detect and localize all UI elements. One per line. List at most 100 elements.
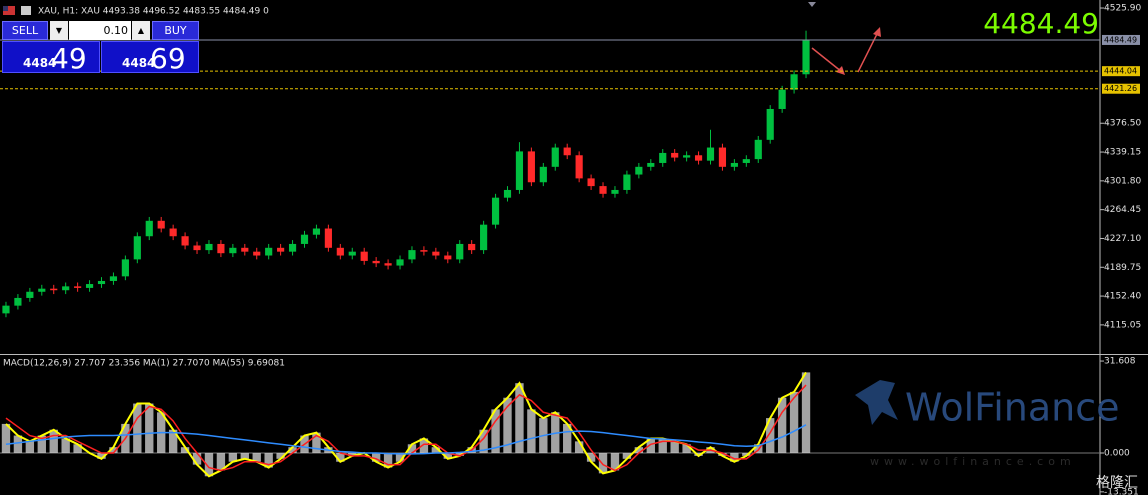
candle-body xyxy=(706,147,715,161)
bid-box[interactable]: 4484 49 xyxy=(2,41,100,75)
macd-bar xyxy=(168,429,178,453)
macd-bar xyxy=(443,453,452,459)
candle-body xyxy=(790,74,798,90)
candle-body xyxy=(563,147,571,156)
candle-body xyxy=(599,186,607,194)
candle-body xyxy=(515,151,524,190)
y-tick-label: 4339.15 xyxy=(1104,148,1141,158)
buy-button[interactable]: BUY xyxy=(152,21,199,40)
macd-bar xyxy=(383,453,393,468)
candle-body xyxy=(74,286,82,288)
watermark: WolFinance www.wolfinance.com 格隆汇 xyxy=(855,380,1138,491)
y-tick-label: 4189.75 xyxy=(1104,263,1141,273)
macd-bar xyxy=(13,435,23,453)
candle-body xyxy=(241,247,249,252)
candle-body xyxy=(348,251,356,256)
macd-bar xyxy=(204,453,214,477)
candle-body xyxy=(14,297,22,306)
macd-bar xyxy=(658,438,667,453)
candle-body xyxy=(659,152,667,163)
sell-button[interactable]: SELL xyxy=(2,21,48,40)
candle-body xyxy=(444,255,452,260)
candle-body xyxy=(277,247,285,252)
macd-bar xyxy=(61,438,70,453)
candle-body xyxy=(587,178,595,187)
candle-body xyxy=(694,155,703,161)
candle-body xyxy=(2,305,10,314)
candle-body xyxy=(181,236,189,246)
macd-bar xyxy=(25,441,35,453)
macd-bar xyxy=(49,429,58,453)
macd-bar xyxy=(503,397,512,453)
macd-bar xyxy=(73,444,82,453)
macd-bar xyxy=(180,447,190,453)
candle-body xyxy=(730,162,738,167)
macd-bar xyxy=(622,453,632,459)
arrow-head xyxy=(873,27,881,37)
candle-body xyxy=(623,174,631,190)
price-level-label: 4484.49 xyxy=(1104,35,1137,44)
macd-bar xyxy=(754,444,763,453)
price-level-tag xyxy=(1102,34,1140,45)
macd-label: MACD(12,26,9) 27.707 23.356 MA(1) 27.707… xyxy=(3,359,285,369)
candle-body xyxy=(396,259,404,266)
candle-body xyxy=(480,224,488,251)
macd-bar xyxy=(527,409,536,453)
candle-body xyxy=(683,155,691,158)
macd-bar xyxy=(598,453,608,474)
macd-bar xyxy=(371,453,381,462)
arrow-down xyxy=(811,47,843,73)
annotation-arrows xyxy=(808,2,881,75)
candle-body xyxy=(384,263,392,266)
macd-bar xyxy=(109,447,118,453)
candle-body xyxy=(253,251,261,256)
brand-url: www.wolfinance.com xyxy=(870,455,1076,468)
macd-bar xyxy=(145,403,154,453)
macd-bar xyxy=(574,441,584,453)
candle-body xyxy=(133,236,141,260)
price-level-label: 4444.04 xyxy=(1104,67,1137,76)
macd-bar xyxy=(742,453,751,456)
candle-body xyxy=(145,220,153,237)
candle-body xyxy=(754,139,762,160)
macd-bar xyxy=(634,447,644,453)
volume-input[interactable]: 0.10 xyxy=(69,21,131,40)
macd-bar xyxy=(586,453,596,462)
candle-body xyxy=(193,245,201,251)
macd-bar xyxy=(694,453,703,456)
candle-body xyxy=(420,250,428,252)
wolf-logo xyxy=(855,380,898,425)
macd-bar xyxy=(1,423,11,453)
candle-body xyxy=(575,155,583,179)
candle-body xyxy=(432,251,440,256)
candle-body xyxy=(802,39,810,75)
ask-box[interactable]: 4484 69 xyxy=(101,41,199,75)
volume-up[interactable]: ▲ xyxy=(132,21,150,40)
candle-body xyxy=(360,251,368,261)
candle-body xyxy=(312,228,321,235)
candle-body xyxy=(372,260,380,264)
bid-main: 4484 xyxy=(23,56,57,70)
macd-bar xyxy=(419,438,429,453)
candle-body xyxy=(611,189,619,194)
macd-bar xyxy=(789,391,799,453)
macd-bar xyxy=(801,372,811,453)
candle-body xyxy=(766,108,774,140)
candle-body xyxy=(229,247,237,254)
macd-bar xyxy=(766,418,775,453)
macd-bar xyxy=(264,453,273,468)
volume-down[interactable]: ▼ xyxy=(50,21,68,40)
price-level-tag xyxy=(1102,83,1140,94)
shift-marker xyxy=(808,2,816,7)
source-logo: 格隆汇 xyxy=(1096,475,1138,491)
candle-body xyxy=(539,166,547,183)
macd-bar xyxy=(515,383,524,453)
last-price: 4484.49 xyxy=(983,7,1099,40)
candle-body xyxy=(85,284,94,288)
symbol-info: XAU, H1: XAU 4493.38 4496.52 4483.55 448… xyxy=(38,7,269,17)
y-tick-label: 0.000 xyxy=(1104,449,1130,459)
y-tick-label: 4152.40 xyxy=(1104,292,1141,302)
macd-bar xyxy=(610,453,620,471)
candle-body xyxy=(647,162,655,167)
